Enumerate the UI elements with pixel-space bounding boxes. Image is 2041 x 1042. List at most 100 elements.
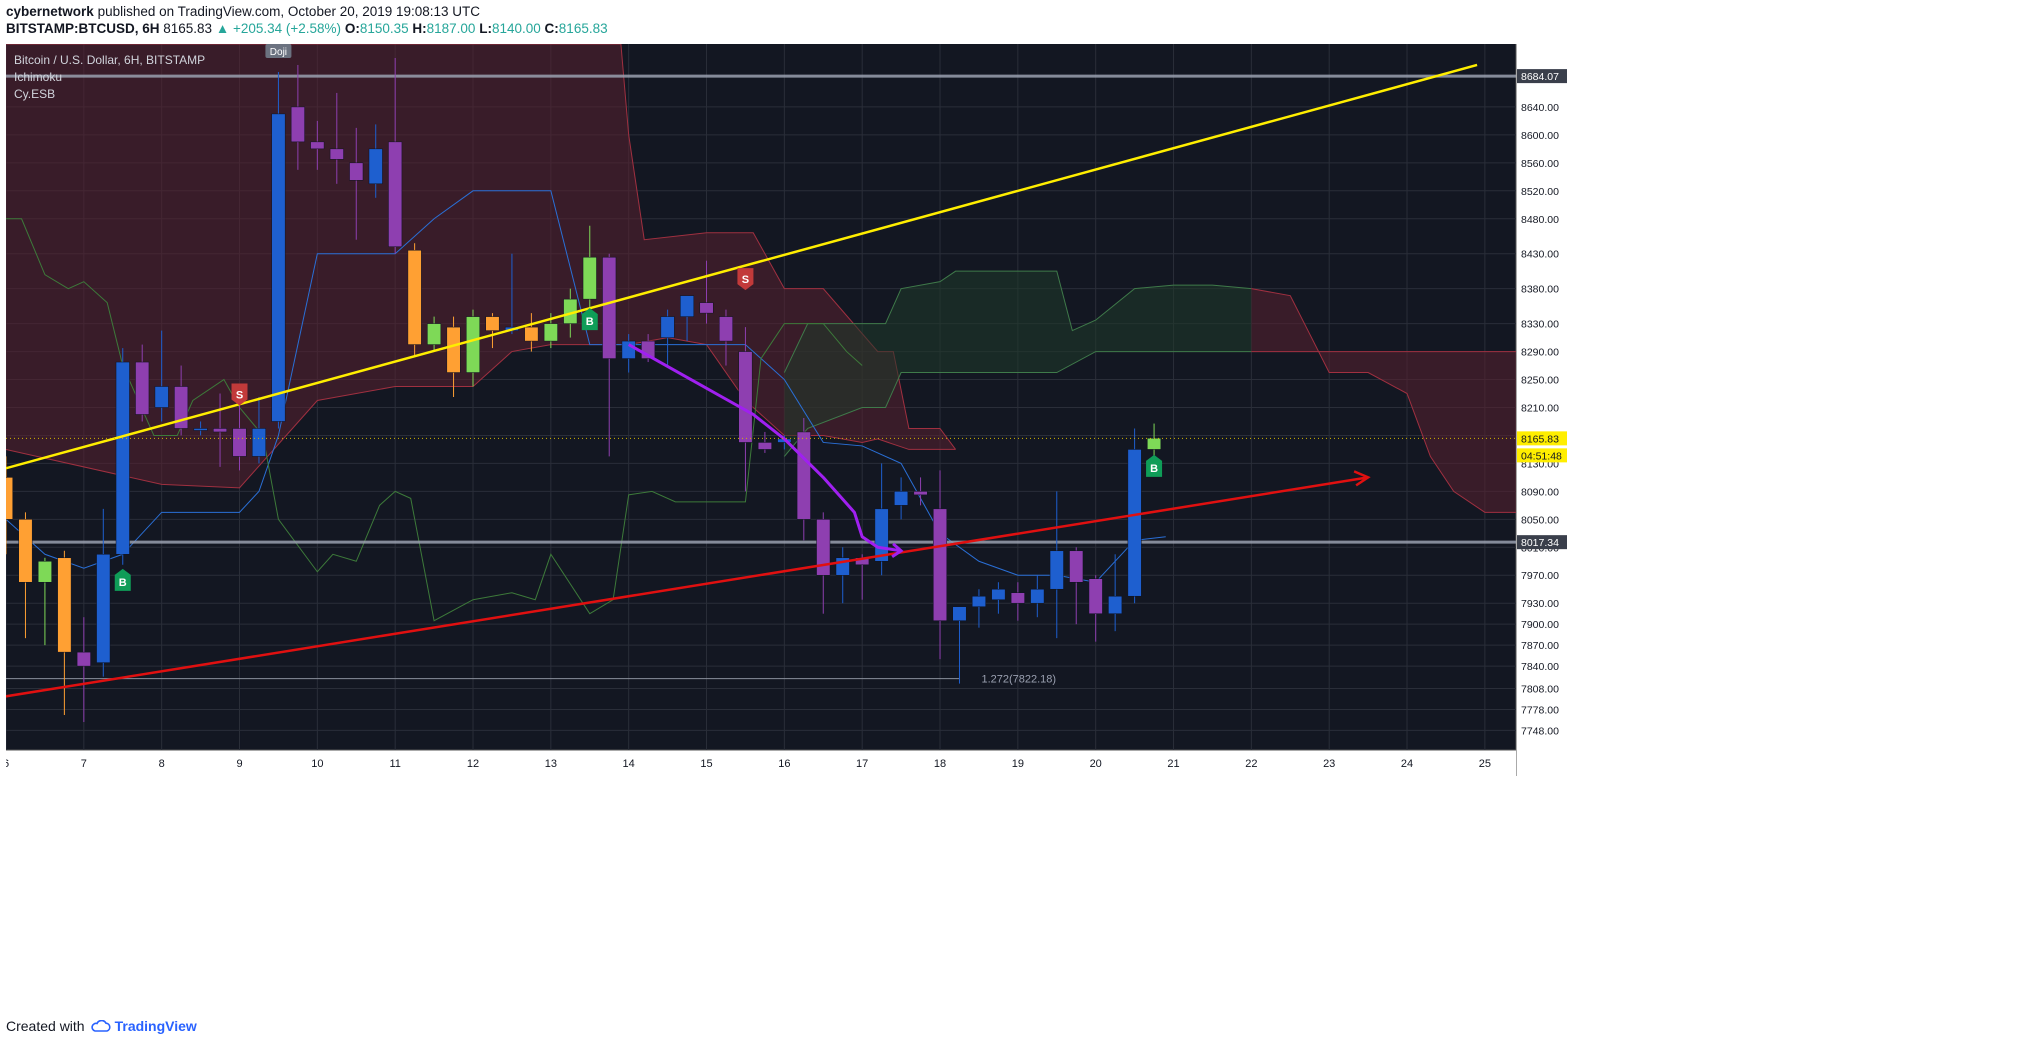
candle-body (952, 606, 967, 621)
level-mid-axis-label-bg (1517, 535, 1567, 550)
chart-legend: Bitcoin / U.S. Dollar, 6H, BITSTAMP Ichi… (14, 52, 205, 103)
candle-body (933, 508, 948, 621)
legend-cyesb[interactable]: Cy.ESB (14, 87, 56, 101)
signal-label: B (1150, 463, 1158, 475)
x-tick-label: 21 (1167, 758, 1179, 770)
ichimoku-cloud-red-future-upper (1251, 288, 1516, 513)
candle-body (738, 351, 753, 443)
price-chart[interactable]: 7748.00 7778.00 7808.00 7840.00 7870.00 7900.… (3, 44, 2041, 978)
candle-body (290, 106, 305, 143)
y-tick-label: 7808.00 (1521, 683, 1559, 695)
open-value: 8150.35 (359, 21, 409, 36)
publisher-name[interactable]: cybernetwork (6, 4, 94, 19)
price-change: ▲ +205.34 (+2.58%) (215, 21, 342, 36)
x-tick-label: 24 (1401, 758, 1413, 770)
close-label: C: (544, 21, 559, 36)
candle-body (310, 141, 325, 150)
red-arrowhead (1353, 470, 1371, 487)
plot-area: 1.272(7822.18) B S B S B Doji (6, 44, 1516, 723)
y-tick-label: 8090.00 (1521, 486, 1559, 498)
y-tick-label: 7930.00 (1521, 598, 1559, 610)
buy-signal-marker (581, 308, 598, 331)
y-tick-label: 8640.00 (1521, 102, 1559, 114)
candle-body (213, 428, 228, 433)
candle-body (6, 477, 13, 520)
x-tick-label: 22 (1245, 758, 1257, 770)
low-label: L: (479, 21, 492, 36)
y-tick-label: 7900.00 (1521, 619, 1559, 631)
candle-body (524, 326, 539, 342)
candle-body (1030, 588, 1045, 604)
x-tick-label: 7 (81, 758, 87, 770)
y-tick-label: 8330.00 (1521, 319, 1559, 331)
ichimoku-cloud-green-upper (783, 270, 1252, 373)
chart-panel[interactable]: 7748.00 7778.00 7808.00 7840.00 7870.00 7900.… (3, 44, 2041, 978)
symbol-bar: BITSTAMP:BTCUSD, 6H 8165.83 ▲ +205.34 (+… (6, 20, 608, 37)
ichimoku-cloud-red-future (1251, 288, 1516, 513)
candle-body (718, 316, 733, 342)
y-tick-label: 8430.00 (1521, 249, 1559, 261)
candle-body (407, 249, 422, 345)
candle-body (543, 323, 558, 342)
current-price-axis-label: 8165.83 (1521, 433, 1559, 445)
purple-arrowhead (891, 542, 904, 559)
candle-body (699, 302, 714, 314)
ichimoku-cloud-green-lower (783, 351, 1252, 457)
candle-body (154, 386, 169, 408)
candle-body (874, 508, 889, 562)
x-tick-label: 14 (623, 758, 635, 770)
created-with-text: Created with (6, 1018, 85, 1034)
signal-label: S (742, 274, 749, 286)
x-tick-label: 23 (1323, 758, 1335, 770)
candle-body (796, 431, 811, 520)
legend-ichimoku[interactable]: Ichimoku (14, 70, 63, 84)
tradingview-brand[interactable]: TradingView (90, 1018, 197, 1034)
current-price-axis-label-bg (1517, 431, 1567, 446)
x-tick-label: 17 (856, 758, 868, 770)
fib-level-label: 1.272(7822.18) (981, 674, 1056, 686)
yellow-trendline (6, 63, 1478, 470)
candle-body (1147, 437, 1162, 450)
y-tick-label: 8520.00 (1521, 186, 1559, 198)
ichimoku-cloud-green (784, 271, 1252, 457)
sell-signal-marker (737, 268, 754, 291)
candle-body (1049, 550, 1064, 590)
x-tick-label: 19 (1012, 758, 1024, 770)
candle-body (446, 326, 461, 373)
candle-body (485, 316, 500, 331)
candle-body (466, 316, 480, 373)
candle-body (174, 386, 189, 429)
ichimoku-cloud-red-upper (6, 44, 956, 450)
y-tick-label: 8210.00 (1521, 402, 1559, 414)
y-tick-label: 8480.00 (1521, 214, 1559, 226)
candle-body (96, 554, 111, 663)
countdown-axis-label: 04:51:48 (1521, 450, 1562, 462)
x-tick-label: 6 (6, 758, 9, 770)
kijun-line (6, 190, 1166, 583)
candle-body (991, 588, 1006, 600)
candle-body (1088, 578, 1103, 614)
legend-title: Bitcoin / U.S. Dollar, 6H, BITSTAMP (14, 53, 206, 67)
candle-body (37, 561, 52, 583)
signal-label: S (236, 390, 243, 402)
y-tick-label: 8050.00 (1521, 514, 1559, 526)
candle-body (1108, 595, 1123, 614)
candle-body (76, 651, 91, 667)
x-tick-label: 9 (236, 758, 242, 770)
candle-body (135, 361, 150, 415)
candle-body (427, 323, 442, 345)
cloud-logo-icon (90, 1020, 111, 1032)
level-top-axis-label-bg (1517, 69, 1567, 84)
y-tick-label: 7778.00 (1521, 704, 1559, 716)
x-tick-label: 13 (545, 758, 557, 770)
candle-body (329, 148, 344, 160)
last-price: 8165.83 (163, 21, 213, 36)
brand-label: TradingView (114, 1018, 197, 1034)
candle-body (1010, 592, 1025, 604)
candle-body (232, 428, 247, 457)
low-value: 8140.00 (491, 21, 541, 36)
candle-body (913, 491, 928, 496)
doji-tag (265, 44, 292, 58)
y-tick-label: 8250.00 (1521, 375, 1559, 387)
level-top-axis-label: 8684.07 (1521, 71, 1559, 83)
